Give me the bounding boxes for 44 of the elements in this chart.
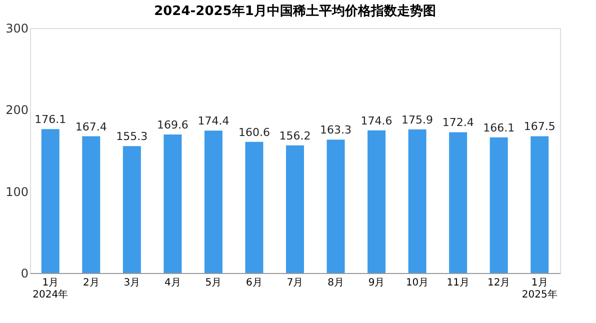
x-tick-label: 7月	[286, 278, 304, 288]
bar	[245, 142, 264, 273]
bar	[490, 137, 508, 273]
x-tick-label: 9月	[368, 278, 385, 288]
data-label: 175.9	[402, 113, 434, 126]
data-label: 155.3	[116, 130, 148, 144]
x-tick-label: 2月	[82, 278, 100, 288]
data-label: 176.1	[34, 113, 66, 126]
bar	[164, 134, 182, 273]
data-label: 169.6	[156, 118, 188, 132]
data-label: 166.1	[483, 121, 515, 134]
bar	[204, 130, 222, 273]
chart-title: 2024-2025年1月中国稀土平均价格指数走势图	[154, 3, 436, 19]
data-label: 167.4	[75, 120, 107, 134]
x-tick-label: 1月 2025年	[522, 278, 558, 300]
bar	[82, 136, 100, 273]
data-label: 160.6	[238, 126, 270, 139]
x-tick-label: 11月	[446, 278, 470, 288]
data-label: 167.5	[524, 120, 556, 134]
data-label: 172.4	[442, 116, 474, 130]
y-tick-label: 300	[6, 22, 28, 36]
x-tick-label: 5月	[205, 278, 222, 288]
data-label: 163.3	[320, 124, 352, 137]
data-label: 174.6	[360, 114, 392, 128]
bar	[41, 129, 60, 273]
x-tick-label: 1月 2024年	[32, 278, 68, 300]
y-tick-label: 0	[20, 266, 28, 280]
x-tick-label: 12月	[487, 278, 510, 288]
data-label: 174.4	[198, 114, 230, 128]
bar	[408, 129, 426, 273]
bar	[326, 140, 345, 273]
bar	[368, 130, 386, 273]
x-tick-label: 10月	[406, 278, 429, 288]
bar	[122, 146, 141, 273]
x-tick-label: 3月	[124, 278, 140, 288]
data-label: 156.2	[279, 129, 311, 142]
x-tick-label: 8月	[328, 278, 344, 288]
bar	[530, 136, 549, 273]
bar	[449, 132, 468, 273]
y-tick-label: 100	[6, 184, 28, 199]
x-tick-label: 4月	[164, 278, 181, 288]
bar	[286, 145, 304, 273]
x-tick-label: 6月	[246, 278, 262, 288]
y-tick-label: 200	[6, 103, 28, 118]
